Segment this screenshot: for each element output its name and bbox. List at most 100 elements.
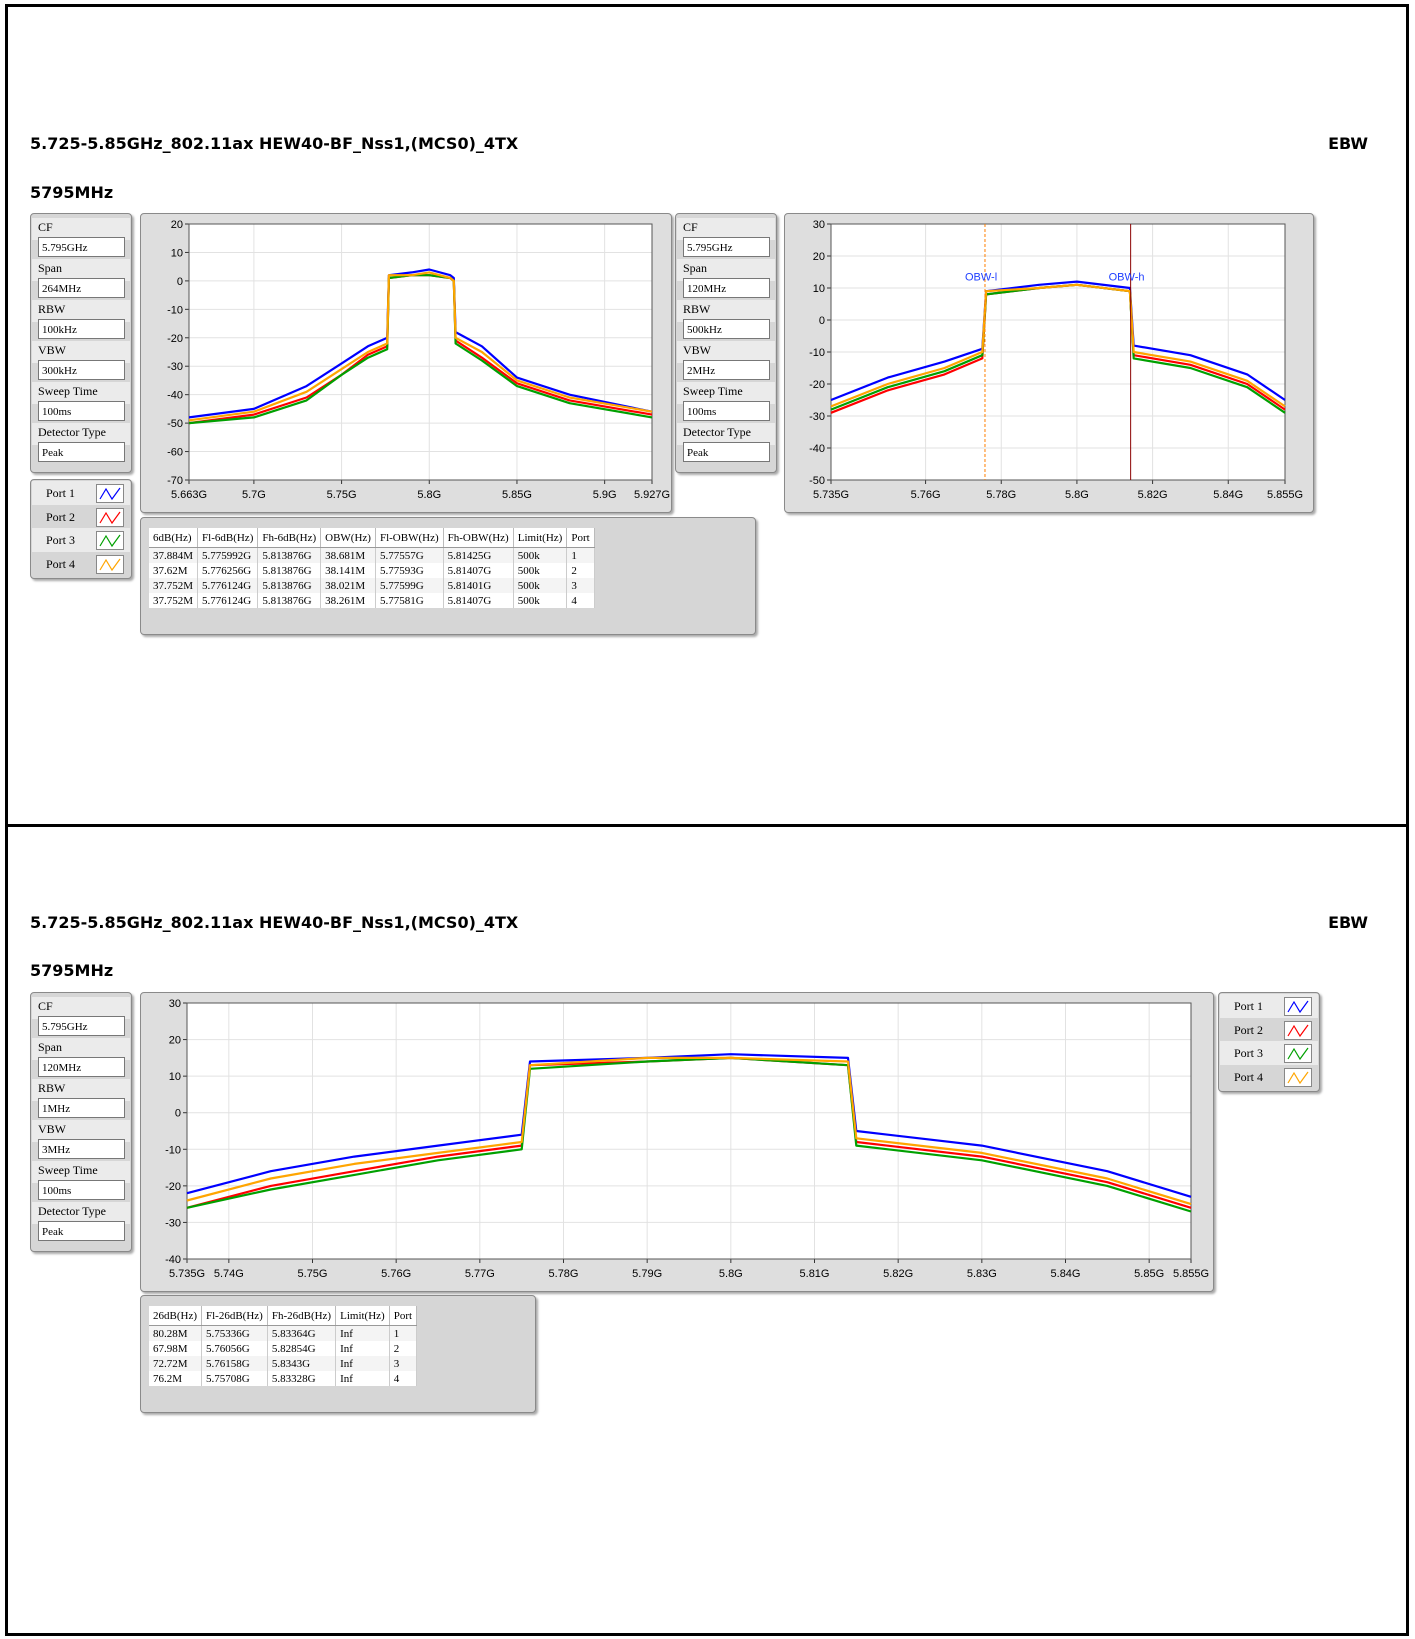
series-line-port-4 bbox=[186, 1056, 1192, 1206]
table-cell: 5.813876G bbox=[257, 563, 322, 578]
setting-value-field[interactable]: 264MHz bbox=[38, 278, 125, 298]
setting-label: Sweep Time bbox=[683, 384, 743, 398]
legend-item[interactable]: Port 3 bbox=[1220, 1041, 1318, 1065]
legend-item[interactable]: Port 1 bbox=[32, 481, 130, 505]
legend-label: Port 1 bbox=[46, 486, 76, 500]
y-tick-label: -20 bbox=[809, 379, 825, 391]
series-line-port-4 bbox=[830, 283, 1286, 408]
table-cell: 5.76158G bbox=[201, 1356, 268, 1371]
y-tick-label: 30 bbox=[813, 219, 825, 231]
table-cell: 5.775992G bbox=[197, 547, 259, 563]
column-header: Limit(Hz) bbox=[513, 528, 568, 548]
x-tick-label: 5.84G bbox=[1213, 489, 1243, 501]
setting-value-field[interactable]: 100ms bbox=[38, 401, 125, 421]
settings-row-bg bbox=[32, 997, 130, 1019]
table-cell: 5.81407G bbox=[443, 593, 514, 608]
legend-item[interactable]: Port 3 bbox=[32, 528, 130, 552]
test-tag: EBW bbox=[1328, 913, 1368, 932]
x-tick-label: 5.81G bbox=[800, 1268, 830, 1280]
table-cell: 500k bbox=[513, 547, 568, 563]
channel-frequency: 5795MHz bbox=[30, 183, 114, 202]
y-tick-label: -10 bbox=[809, 347, 825, 359]
series-line-port-3 bbox=[188, 274, 653, 425]
setting-label: Detector Type bbox=[683, 425, 751, 439]
legend-item[interactable]: Port 1 bbox=[1220, 994, 1318, 1018]
legend-item[interactable]: Port 2 bbox=[1220, 1017, 1318, 1042]
table-cell: 37.62M bbox=[149, 563, 199, 578]
setting-value-field[interactable]: 500kHz bbox=[683, 319, 770, 339]
setting-value-field[interactable]: 100ms bbox=[683, 401, 770, 421]
x-tick-label: 5.85G bbox=[502, 489, 532, 501]
table-cell: 37.884M bbox=[149, 547, 199, 563]
results-table: 6dB(Hz) Fl-6dB(Hz) Fh-6dB(Hz) OBW(Hz) Fl-OBW… bbox=[149, 528, 595, 608]
legend-item[interactable]: Port 4 bbox=[32, 551, 130, 576]
setting-value-field[interactable]: 120MHz bbox=[683, 278, 770, 298]
table-cell: Inf bbox=[335, 1356, 390, 1371]
table-row: 67.98M 5.76056G 5.82854G Inf 2 bbox=[149, 1341, 418, 1356]
x-tick-label: 5.735G bbox=[169, 1268, 205, 1280]
setting-value-field[interactable]: Peak bbox=[683, 442, 770, 462]
ebw-26db-results-table: 26dB(Hz) Fl-26dB(Hz) Fh-26dB(Hz) Limit(Hz) P… bbox=[140, 1295, 536, 1413]
table-cell: 5.776124G bbox=[197, 593, 259, 608]
table-cell: 5.813876G bbox=[257, 547, 322, 563]
page-title: 5.725-5.85GHz_802.11ax HEW40-BF_Nss1,(MC… bbox=[30, 134, 519, 153]
setting-value-field[interactable]: 100kHz bbox=[38, 319, 125, 339]
setting-label: CF bbox=[38, 220, 53, 234]
x-tick-label: 5.83G bbox=[967, 1268, 997, 1280]
y-tick-label: -40 bbox=[167, 390, 183, 402]
table-cell: 1 bbox=[566, 547, 595, 563]
spectrum-chart-full-span: 20 10 0 -10 -20 -30 -40 -50 -60 -70 5.663G 5.7G 5.75… bbox=[140, 213, 672, 513]
setting-label: Span bbox=[38, 1040, 62, 1054]
x-tick-label: 5.82G bbox=[883, 1268, 913, 1280]
settings-row-bg bbox=[677, 218, 775, 240]
series-line-port-3 bbox=[186, 1056, 1192, 1213]
setting-value-field[interactable]: Peak bbox=[38, 1221, 125, 1241]
settings-panel-obw: CF 5.795GHz Span 120MHz RBW 500kHz VBW 2MHz Swee… bbox=[675, 213, 777, 473]
obw-results-table: 6dB(Hz) Fl-6dB(Hz) Fh-6dB(Hz) OBW(Hz) Fl-OBW… bbox=[140, 517, 756, 635]
setting-value-field[interactable]: 5.795GHz bbox=[38, 237, 125, 257]
legend-line-icon bbox=[1284, 1044, 1312, 1063]
page-title: 5.725-5.85GHz_802.11ax HEW40-BF_Nss1,(MC… bbox=[30, 913, 519, 932]
table-cell: 2 bbox=[566, 563, 595, 578]
y-tick-label: -30 bbox=[165, 1217, 181, 1229]
setting-value-field[interactable]: 3MHz bbox=[38, 1139, 125, 1159]
settings-row-bg bbox=[32, 259, 130, 281]
table-cell: 38.681M bbox=[320, 547, 376, 563]
setting-value-field[interactable]: 300kHz bbox=[38, 360, 125, 380]
setting-value-field[interactable]: 2MHz bbox=[683, 360, 770, 380]
setting-value-field[interactable]: Peak bbox=[38, 442, 125, 462]
x-tick-label: 5.735G bbox=[813, 489, 849, 501]
y-tick-label: -40 bbox=[165, 1254, 181, 1266]
setting-label: Span bbox=[38, 261, 62, 275]
setting-value-field[interactable]: 5.795GHz bbox=[38, 1016, 125, 1036]
table-cell: 5.776124G bbox=[197, 578, 259, 593]
setting-label: CF bbox=[38, 999, 53, 1013]
legend-label: Port 1 bbox=[1234, 999, 1264, 1013]
table-cell: 5.82854G bbox=[267, 1341, 337, 1356]
setting-value-field[interactable]: 100ms bbox=[38, 1180, 125, 1200]
setting-value-field[interactable]: 5.795GHz bbox=[683, 237, 770, 257]
table-row: 80.28M 5.75336G 5.83364G Inf 1 bbox=[149, 1325, 418, 1341]
x-tick-label: 5.927G bbox=[634, 489, 670, 501]
table-cell: 500k bbox=[513, 563, 568, 578]
y-tick-label: 0 bbox=[819, 315, 825, 327]
setting-label: VBW bbox=[38, 1122, 66, 1136]
settings-row-bg bbox=[32, 1202, 130, 1224]
plot-area bbox=[189, 224, 652, 480]
x-tick-label: 5.76G bbox=[381, 1268, 411, 1280]
table-cell: 3 bbox=[566, 578, 595, 593]
settings-row-bg bbox=[32, 1038, 130, 1060]
setting-label: Sweep Time bbox=[38, 1163, 98, 1177]
column-header: Fl-26dB(Hz) bbox=[201, 1306, 268, 1326]
settings-row-bg bbox=[32, 218, 130, 240]
table-cell: 67.98M bbox=[149, 1341, 202, 1356]
legend-item[interactable]: Port 2 bbox=[32, 504, 130, 529]
setting-value-field[interactable]: 1MHz bbox=[38, 1098, 125, 1118]
setting-value-field[interactable]: 120MHz bbox=[38, 1057, 125, 1077]
legend-line-icon bbox=[96, 507, 124, 527]
x-tick-label: 5.855G bbox=[1173, 1268, 1209, 1280]
legend-item[interactable]: Port 4 bbox=[1220, 1064, 1318, 1089]
x-tick-label: 5.75G bbox=[327, 489, 357, 501]
y-tick-label: 10 bbox=[813, 283, 825, 295]
y-tick-label: -30 bbox=[167, 361, 183, 373]
